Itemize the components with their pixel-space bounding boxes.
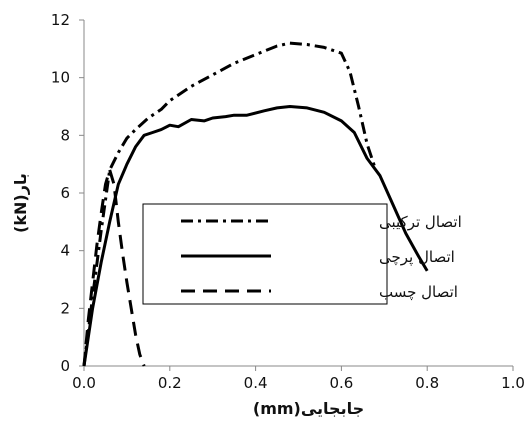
y-axis-ticks: 0 2 4 6 8 10 12 <box>51 11 84 375</box>
legend-items: اتصال ترکیبی اتصال پرچی اتصال چسب <box>181 213 462 301</box>
x-tick-label: 0.2 <box>158 374 182 392</box>
legend-label-2: اتصال پرچی <box>379 248 455 267</box>
legend-label-3: اتصال چسب <box>379 283 458 301</box>
series-layer <box>82 41 429 367</box>
y-axis-title: بار(kN) <box>11 173 30 233</box>
x-tick-label: 0.6 <box>329 374 353 392</box>
series-line-3 <box>82 168 146 367</box>
x-axis-ticks: 0.0 0.2 0.4 0.6 0.8 1.0 <box>72 366 525 392</box>
series-line-2 <box>82 105 429 367</box>
y-tick-label: 12 <box>51 11 70 29</box>
y-tick-label: 8 <box>60 126 70 144</box>
legend-box <box>142 203 388 305</box>
x-axis-title: جابجایی(mm) <box>253 399 364 418</box>
x-tick-label: 0.8 <box>415 374 439 392</box>
x-tick-label: 0.4 <box>244 374 268 392</box>
series-line-1 <box>82 41 378 367</box>
y-tick-label: 6 <box>60 184 70 202</box>
y-tick-label: 0 <box>60 357 70 375</box>
y-tick-label: 10 <box>51 69 70 87</box>
legend-label-1: اتصال ترکیبی <box>379 213 462 231</box>
y-tick-label: 4 <box>60 242 70 260</box>
x-tick-label: 0.0 <box>72 374 96 392</box>
x-tick-label: 1.0 <box>501 374 525 392</box>
legend: اتصال ترکیبی اتصال پرچی اتصال چسب <box>142 203 462 305</box>
y-tick-label: 2 <box>60 299 70 317</box>
